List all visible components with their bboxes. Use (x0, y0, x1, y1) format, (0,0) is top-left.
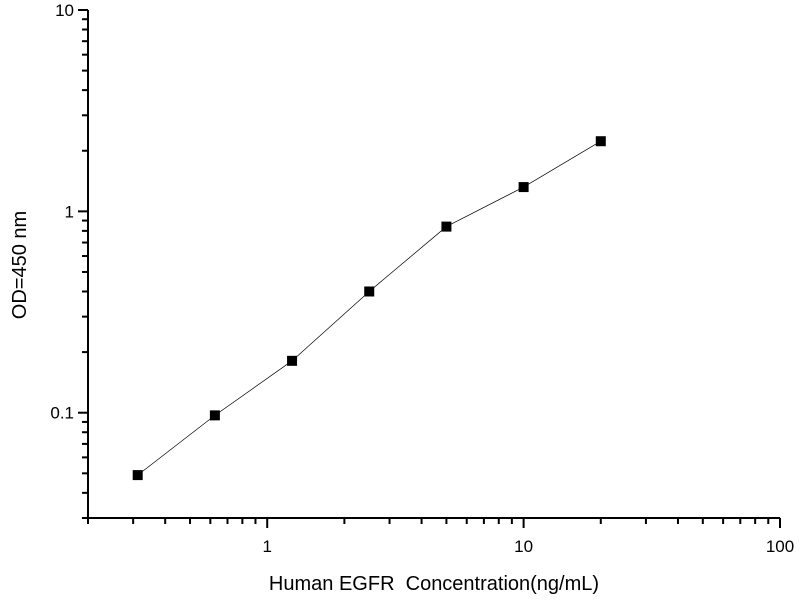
data-point (441, 221, 452, 232)
data-point (209, 410, 220, 421)
y-tick-label: 1 (65, 202, 74, 221)
y-tick-label: 0.1 (50, 404, 74, 423)
x-tick-label: 1 (262, 537, 271, 556)
y-axis-label: OD=450 nm (9, 211, 31, 319)
data-point (595, 136, 606, 147)
data-point (518, 182, 529, 193)
data-point (287, 355, 298, 366)
x-axis-label: Human EGFR Concentration(ng/mL) (269, 573, 599, 595)
data-point (132, 470, 143, 481)
axes: 1 10 100 0.1 1 10 (50, 1, 794, 556)
x-tick-label: 100 (766, 537, 794, 556)
x-tick-label: 10 (514, 537, 533, 556)
data-point (364, 286, 375, 297)
series-line (137, 140, 601, 476)
y-tick-label: 10 (55, 1, 74, 20)
marks (132, 136, 606, 481)
